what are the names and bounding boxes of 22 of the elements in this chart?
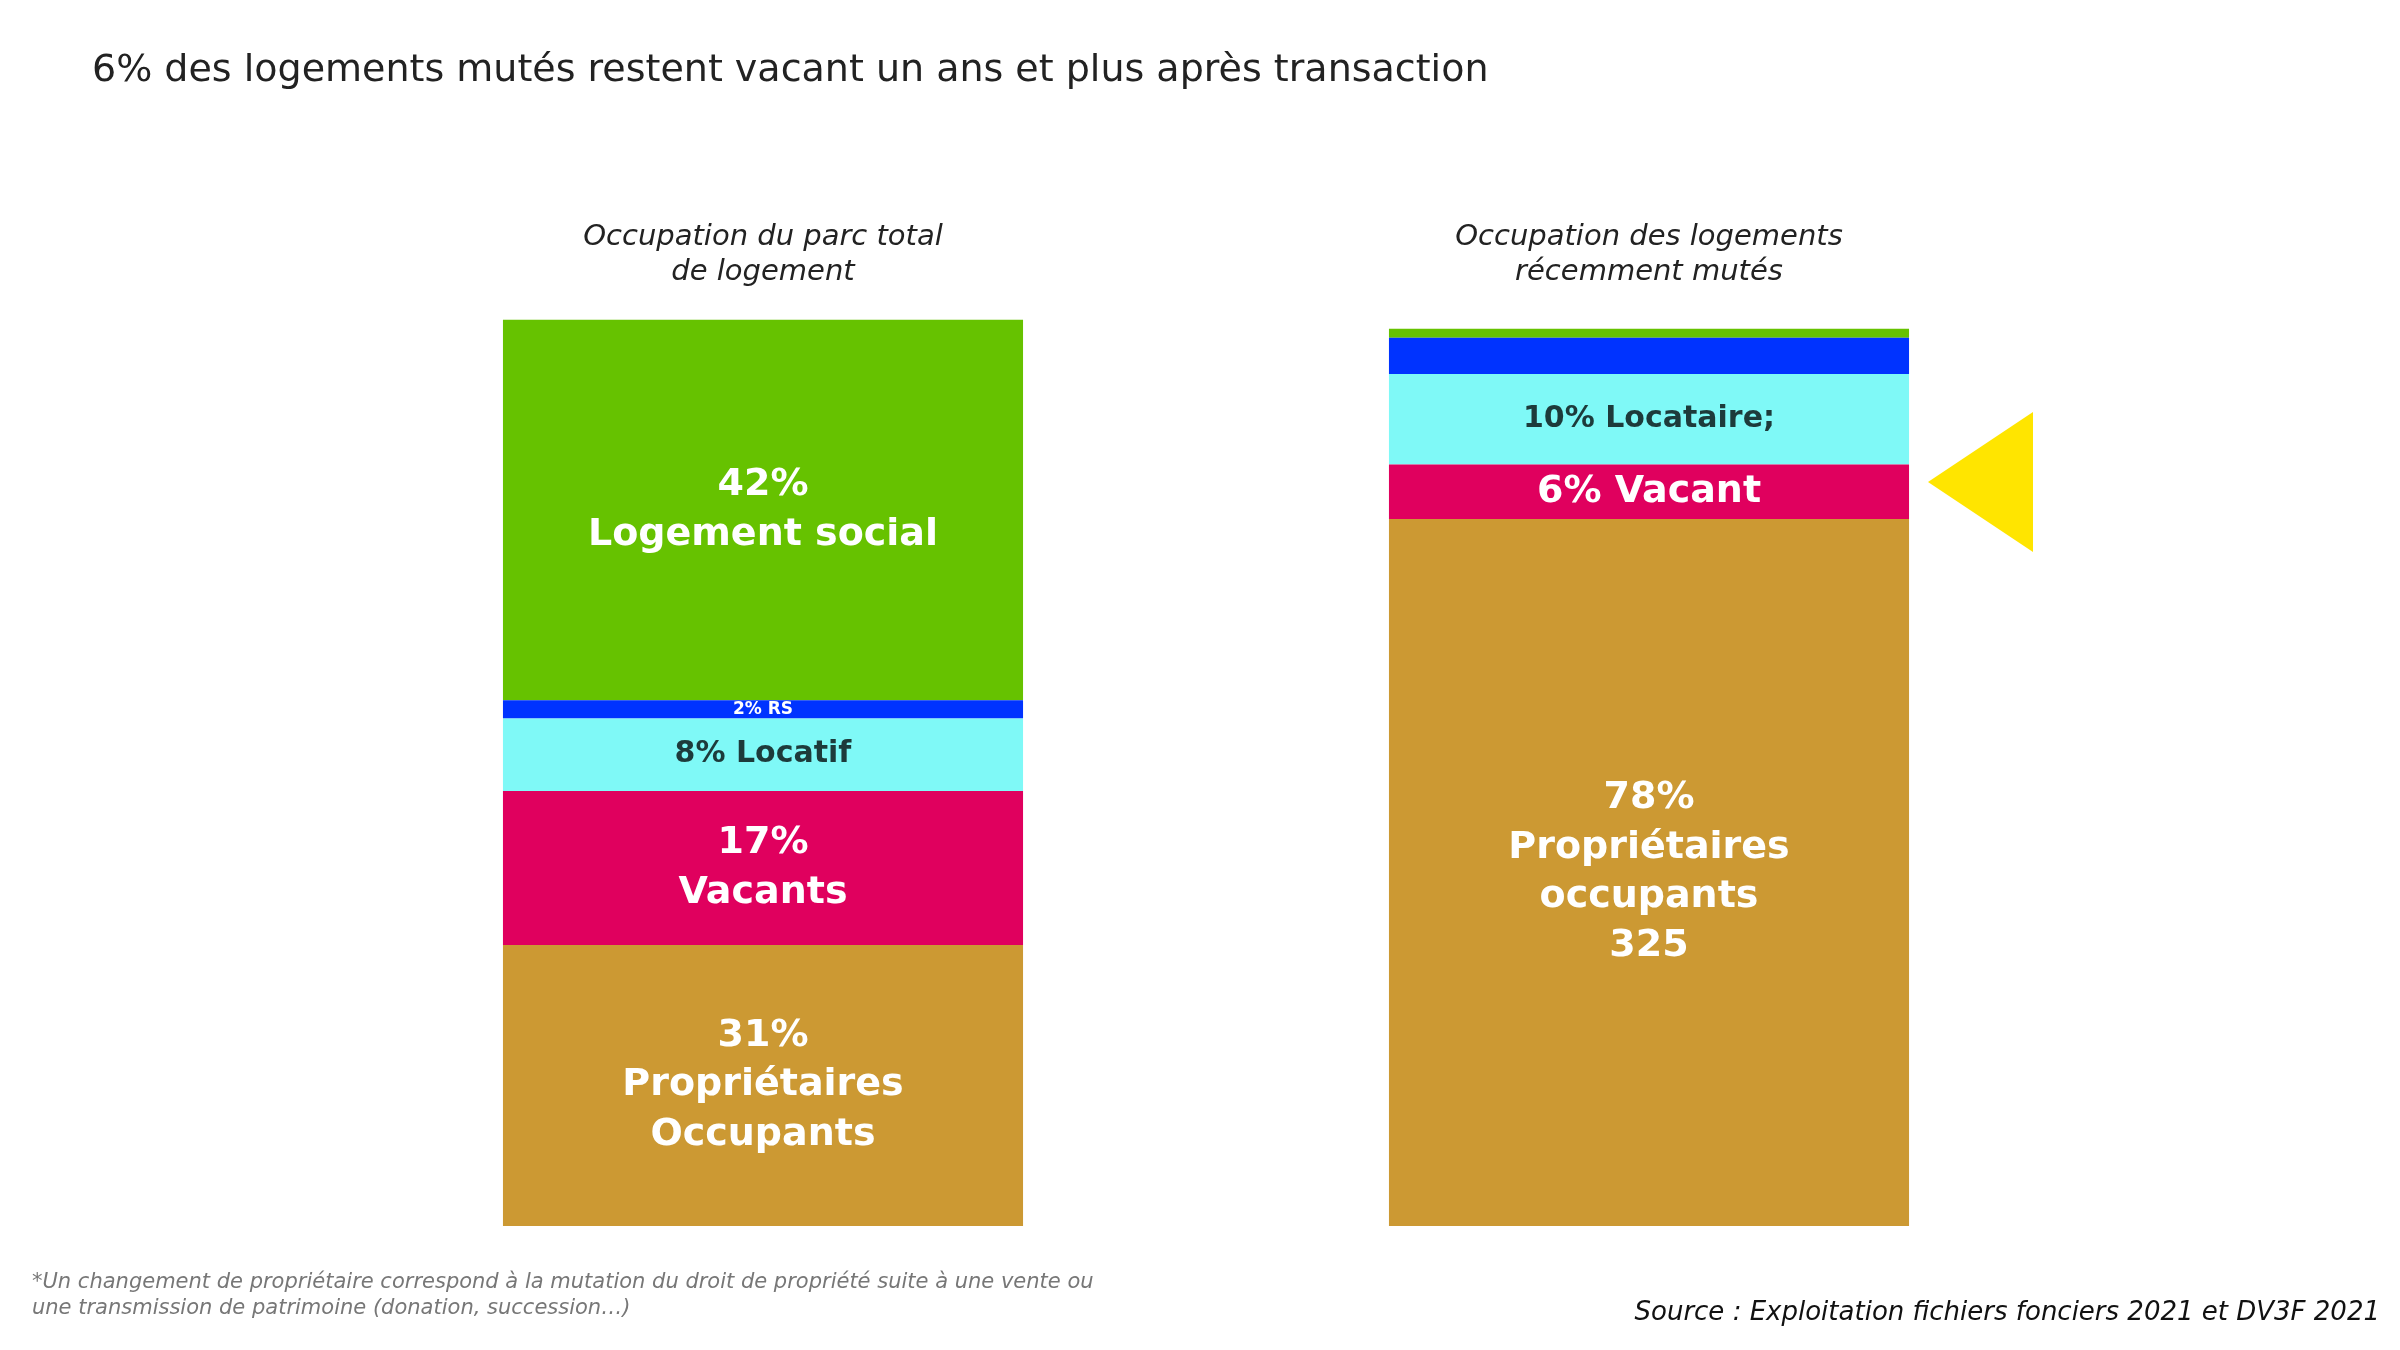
- source-note: Source : Exploitation fichiers fonciers 2021 et DV3F 2021: [1634, 1296, 2380, 1326]
- bar: [502, 790, 1024, 946]
- data-label: 31% Propriétaires Occupants: [622, 1010, 904, 1154]
- x-tick-label: Occupation des logements récemment mutés: [1455, 217, 1843, 287]
- bar: [502, 718, 1024, 791]
- chart-title: 6% des logements mutés restent vacant un ans et plus après transaction: [92, 46, 1489, 90]
- data-label: 6% Vacant: [1536, 466, 1762, 511]
- x-tick-label: Occupation du parc total de logement: [583, 217, 943, 287]
- data-label: 17% Vacants: [678, 818, 848, 912]
- data-label: 10% Locataire;: [1522, 399, 1776, 435]
- bar: [1388, 519, 1910, 1226]
- bar: [502, 700, 1024, 719]
- bar: [1388, 328, 1910, 338]
- text: *Un changement de propriétaire correspond à la mutation du droit de propriété suite à une vente ou une transmission de patrimoine (donation, succession…): [32, 1268, 1095, 1320]
- data-label: 78% Propriétaires occupants 325: [1508, 773, 1790, 966]
- data-label: 8% Locatif: [674, 734, 853, 770]
- data-label: 2% RS: [732, 697, 794, 718]
- bar: [502, 945, 1024, 1226]
- data-label: 42% Logement social: [587, 460, 939, 554]
- bar: [1388, 337, 1910, 374]
- bar: [1388, 373, 1910, 465]
- bar: [502, 319, 1024, 701]
